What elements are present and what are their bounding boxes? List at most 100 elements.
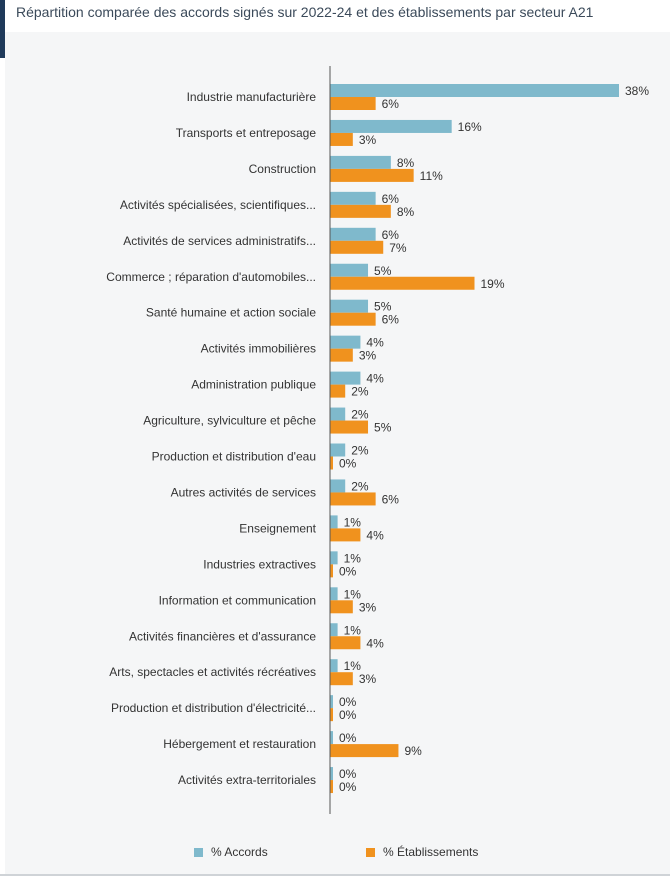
value-label-etablissements: 6% bbox=[382, 313, 400, 327]
bar-etablissements bbox=[330, 708, 333, 722]
bar-etablissements bbox=[330, 456, 333, 470]
category-label: Autres activités de services bbox=[171, 485, 316, 499]
bar-accords bbox=[330, 119, 452, 133]
bar-etablissements bbox=[330, 204, 391, 218]
category-label: Activités financières et d'assurance bbox=[129, 629, 316, 643]
value-label-accords: 4% bbox=[366, 336, 384, 350]
value-label-accords: 8% bbox=[397, 156, 415, 170]
bar-etablissements bbox=[330, 780, 333, 794]
category-label: Agriculture, sylviculture et pêche bbox=[143, 414, 316, 428]
category-label: Santé humaine et action sociale bbox=[146, 306, 316, 320]
category-label: Industrie manufacturière bbox=[187, 90, 317, 104]
value-label-etablissements: 0% bbox=[339, 780, 357, 794]
category-label: Enseignement bbox=[239, 521, 316, 535]
value-label-accords: 2% bbox=[351, 479, 369, 493]
value-label-accords: 1% bbox=[344, 659, 362, 673]
value-label-etablissements: 3% bbox=[359, 600, 377, 614]
value-label-accords: 2% bbox=[351, 408, 369, 422]
value-label-etablissements: 3% bbox=[359, 672, 377, 686]
bar-accords bbox=[330, 191, 376, 205]
value-label-accords: 6% bbox=[382, 192, 400, 206]
bar-accords bbox=[330, 767, 333, 781]
bar-etablissements bbox=[330, 744, 399, 758]
legend-accords: % Accords bbox=[194, 845, 268, 859]
bar-accords bbox=[330, 84, 619, 97]
value-label-etablissements: 6% bbox=[382, 492, 400, 506]
value-label-accords: 16% bbox=[458, 120, 482, 134]
title-background bbox=[5, 0, 670, 34]
legend-etablissements: % Établissements bbox=[366, 845, 478, 859]
bar-accords bbox=[330, 695, 333, 709]
category-label: Activités de services administratifs... bbox=[123, 234, 316, 248]
value-label-accords: 4% bbox=[366, 372, 384, 386]
bar-etablissements bbox=[330, 132, 353, 146]
bar-etablissements bbox=[330, 672, 353, 686]
value-label-etablissements: 0% bbox=[339, 708, 357, 722]
bar-etablissements bbox=[330, 97, 376, 110]
bar-accords bbox=[330, 551, 338, 565]
category-label: Activités extra-territoriales bbox=[178, 773, 316, 787]
bar-accords bbox=[330, 335, 361, 349]
bar-accords bbox=[330, 623, 338, 637]
category-label: Production et distribution d'eau bbox=[152, 450, 316, 464]
bar-etablissements bbox=[330, 600, 353, 614]
value-label-accords: 5% bbox=[374, 300, 392, 314]
value-label-accords: 2% bbox=[351, 444, 369, 458]
category-label: Information et communication bbox=[159, 593, 316, 607]
bar-etablissements bbox=[330, 636, 361, 650]
category-label: Commerce ; réparation d'automobiles... bbox=[106, 270, 316, 284]
bar-accords bbox=[330, 407, 346, 421]
category-label: Industries extractives bbox=[203, 557, 316, 571]
bar-accords bbox=[330, 479, 346, 493]
bar-accords bbox=[330, 263, 369, 277]
bar-accords bbox=[330, 443, 346, 457]
bar-accords bbox=[330, 587, 338, 601]
legend-swatch-etablissements bbox=[366, 847, 375, 857]
bar-accords bbox=[330, 155, 391, 169]
value-label-accords: 6% bbox=[382, 228, 400, 242]
value-label-etablissements: 9% bbox=[404, 744, 422, 758]
category-label: Construction bbox=[249, 162, 316, 176]
bar-etablissements bbox=[330, 492, 376, 506]
category-label: Administration publique bbox=[191, 378, 316, 392]
bar-accords bbox=[330, 731, 333, 745]
bar-etablissements bbox=[330, 312, 376, 326]
value-label-accords: 0% bbox=[339, 767, 357, 781]
value-label-etablissements: 2% bbox=[351, 385, 369, 399]
category-label: Activités immobilières bbox=[201, 342, 316, 356]
bar-etablissements bbox=[330, 564, 333, 578]
value-label-accords: 1% bbox=[344, 587, 362, 601]
bottom-divider bbox=[0, 874, 670, 876]
bar-etablissements bbox=[330, 348, 353, 362]
value-label-etablissements: 5% bbox=[374, 421, 392, 435]
value-label-accords: 1% bbox=[344, 551, 362, 565]
value-label-etablissements: 7% bbox=[389, 241, 407, 255]
bar-etablissements bbox=[330, 528, 361, 542]
value-label-etablissements: 0% bbox=[339, 564, 357, 578]
category-label: Arts, spectacles et activités récréative… bbox=[109, 665, 316, 679]
bar-etablissements bbox=[330, 168, 414, 182]
value-label-accords: 5% bbox=[374, 264, 392, 278]
legend-label-accords: % Accords bbox=[211, 845, 268, 859]
value-label-etablissements: 11% bbox=[420, 169, 443, 183]
value-label-etablissements: 3% bbox=[359, 349, 377, 363]
category-label: Transports et entreposage bbox=[176, 126, 317, 140]
bar-accords bbox=[330, 659, 338, 673]
value-label-accords: 0% bbox=[339, 695, 357, 709]
title-accent-bar bbox=[0, 0, 5, 58]
bar-accords bbox=[330, 227, 376, 241]
value-label-etablissements: 0% bbox=[339, 457, 357, 471]
bar-accords bbox=[330, 299, 369, 313]
value-label-accords: 38% bbox=[625, 84, 649, 98]
value-label-etablissements: 8% bbox=[397, 205, 415, 219]
category-label: Production et distribution d'électricité… bbox=[111, 701, 316, 715]
bar-etablissements bbox=[330, 384, 346, 398]
legend-swatch-accords bbox=[194, 847, 203, 857]
bar-etablissements bbox=[330, 420, 369, 434]
value-label-etablissements: 4% bbox=[366, 528, 384, 542]
value-label-accords: 1% bbox=[344, 623, 362, 637]
bar-accords bbox=[330, 515, 338, 529]
value-label-etablissements: 3% bbox=[359, 133, 377, 147]
bar-etablissements bbox=[330, 240, 384, 254]
